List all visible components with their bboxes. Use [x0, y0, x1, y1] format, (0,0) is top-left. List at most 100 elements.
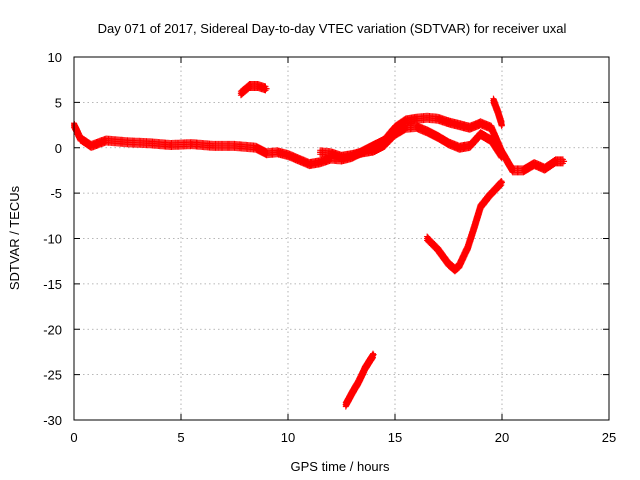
data-points — [71, 81, 568, 410]
data-point — [402, 117, 409, 124]
x-tick-label: 10 — [281, 430, 295, 445]
axis-ticks: 0 5 10 15 20 25 -30 -25 -20 -15 -10 -5 0 5 10 — [43, 50, 616, 445]
data-point — [237, 90, 244, 97]
data-point — [362, 365, 369, 372]
data-point — [490, 97, 497, 104]
data-point — [509, 167, 516, 174]
data-point — [494, 108, 501, 115]
series-lower-branch — [317, 121, 505, 162]
data-point — [445, 140, 452, 147]
series-high-arc — [237, 81, 270, 99]
chart-title: Day 071 of 2017, Sidereal Day-to-day VTE… — [98, 21, 567, 36]
data-point — [471, 224, 478, 231]
data-point — [499, 153, 505, 160]
data-point — [274, 149, 281, 156]
y-tick-label: 5 — [55, 95, 62, 110]
data-point — [392, 131, 398, 138]
data-point — [494, 183, 501, 190]
data-point — [255, 83, 262, 90]
data-point — [349, 389, 356, 396]
y-tick-label: -5 — [50, 186, 62, 201]
data-point — [477, 203, 484, 210]
data-point — [456, 122, 463, 129]
data-point — [434, 115, 441, 122]
series-low-segment — [342, 350, 377, 410]
data-point — [349, 152, 356, 159]
data-point — [231, 142, 238, 149]
x-tick-label: 0 — [70, 430, 77, 445]
data-point — [317, 159, 324, 166]
series-spike — [490, 95, 505, 129]
data-point — [424, 114, 431, 121]
grid-lines — [74, 57, 609, 420]
series-negative-dip — [424, 178, 505, 275]
data-point — [477, 120, 484, 127]
marker-band — [342, 350, 376, 410]
x-tick-label: 25 — [602, 430, 616, 445]
data-point — [541, 165, 548, 172]
data-point — [263, 150, 270, 157]
data-point — [355, 378, 362, 385]
data-point — [103, 137, 110, 144]
marker-band — [237, 81, 269, 99]
data-point — [466, 124, 473, 131]
data-point — [499, 122, 505, 129]
y-tick-label: -30 — [43, 413, 62, 428]
data-point — [370, 147, 377, 154]
data-point — [561, 158, 568, 165]
data-point — [295, 156, 302, 163]
y-tick-label: -25 — [43, 368, 62, 383]
marker-band — [424, 178, 505, 275]
data-point — [488, 137, 495, 144]
data-point — [145, 140, 152, 147]
data-point — [445, 119, 452, 126]
data-point — [285, 152, 291, 159]
data-point — [77, 135, 84, 142]
data-point — [451, 266, 458, 273]
data-point — [342, 401, 349, 408]
x-tick-label: 15 — [388, 430, 402, 445]
data-point — [381, 142, 388, 149]
data-point — [466, 142, 473, 149]
data-point — [445, 260, 452, 267]
data-point — [317, 149, 324, 156]
data-point — [488, 124, 495, 131]
data-point — [402, 124, 409, 131]
data-point — [252, 144, 259, 151]
data-point — [434, 246, 441, 253]
y-tick-label: 10 — [48, 50, 62, 65]
y-tick-label: -15 — [43, 277, 62, 292]
data-point — [413, 123, 420, 130]
data-point — [88, 142, 95, 149]
data-point — [167, 142, 174, 149]
data-point — [552, 158, 559, 165]
y-axis-label: SDTVAR / TECUs — [7, 185, 22, 290]
data-point — [424, 128, 431, 135]
data-point — [486, 192, 493, 199]
data-point — [456, 144, 463, 151]
y-tick-label: 0 — [55, 141, 62, 156]
y-tick-label: -10 — [43, 232, 62, 247]
data-point — [477, 131, 484, 138]
data-point — [246, 83, 253, 90]
data-point — [434, 133, 441, 140]
x-tick-label: 5 — [177, 430, 184, 445]
data-point — [424, 235, 431, 242]
data-point — [306, 161, 313, 168]
y-tick-label: -20 — [43, 322, 62, 337]
data-point — [520, 167, 527, 174]
data-point — [210, 142, 217, 149]
data-point — [531, 161, 538, 168]
data-point — [338, 153, 345, 160]
data-point — [413, 115, 420, 122]
data-point — [370, 351, 377, 358]
x-axis-label: GPS time / hours — [291, 459, 390, 474]
x-tick-label: 20 — [495, 430, 509, 445]
data-point — [263, 85, 270, 92]
data-point — [327, 150, 334, 157]
data-point — [124, 139, 131, 146]
data-point — [359, 149, 366, 156]
data-point — [456, 262, 463, 269]
data-point — [188, 141, 195, 148]
